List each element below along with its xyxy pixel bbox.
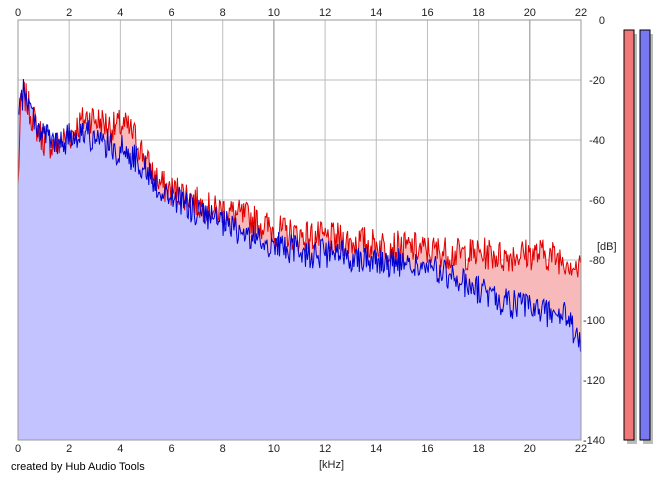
spectrum-line-right <box>17 78 581 352</box>
x-tick-label-top: 10 <box>268 7 280 19</box>
meter-left <box>623 29 635 441</box>
y-tick-label: -100 <box>583 315 605 327</box>
y-tick-label: -140 <box>583 435 605 447</box>
y-tick-label: 0 <box>599 15 605 27</box>
y-tick-label: -80 <box>589 255 605 267</box>
y-tick-label: -20 <box>589 75 605 87</box>
plot-frame <box>17 19 582 441</box>
meter-right <box>639 29 651 441</box>
x-tick-label-bottom: 16 <box>421 443 433 455</box>
x-tick-label-bottom: 18 <box>473 443 485 455</box>
x-tick-label-bottom: 20 <box>524 443 536 455</box>
spectrum-areas <box>18 79 581 441</box>
x-tick-label-top: 18 <box>473 7 485 19</box>
y-tick-label: -120 <box>583 375 605 387</box>
y-tick-label: -40 <box>589 135 605 147</box>
x-tick-label-bottom: 14 <box>370 443 382 455</box>
level-meters <box>623 29 653 444</box>
y-axis-label: [dB] <box>597 241 617 253</box>
y-tick-label: -60 <box>589 195 605 207</box>
spectrum-lines <box>17 78 581 352</box>
x-tick-label-bottom: 8 <box>220 443 226 455</box>
x-tick-label-bottom: 10 <box>268 443 280 455</box>
x-tick-label-top: 2 <box>66 7 72 19</box>
x-tick-label-top: 14 <box>370 7 382 19</box>
spectrum-area-right <box>18 79 581 440</box>
x-tick-label-bottom: 0 <box>15 443 21 455</box>
x-tick-label-top: 12 <box>319 7 331 19</box>
x-tick-label-top: 22 <box>575 7 587 19</box>
spectrum-line-left <box>17 81 581 278</box>
x-tick-label-bottom: 2 <box>66 443 72 455</box>
x-tick-label-bottom: 22 <box>575 443 587 455</box>
x-tick-label-top: 16 <box>421 7 433 19</box>
x-tick-label-top: 0 <box>15 7 21 19</box>
y-tick-labels: 0 -20 -40 -60 -80 -100 -120 -140 <box>583 15 605 447</box>
x-axis-label: [kHz] <box>319 459 344 471</box>
x-tick-label-bottom: 6 <box>168 443 174 455</box>
x-tick-label-top: 4 <box>117 7 123 19</box>
x-tick-label-bottom: 12 <box>319 443 331 455</box>
x-tick-label-bottom: 4 <box>117 443 123 455</box>
x-tick-label-top: 6 <box>168 7 174 19</box>
x-tick-label-top: 20 <box>524 7 536 19</box>
x-tick-label-top: 8 <box>220 7 226 19</box>
credit-text: created by Hub Audio Tools <box>11 461 145 473</box>
